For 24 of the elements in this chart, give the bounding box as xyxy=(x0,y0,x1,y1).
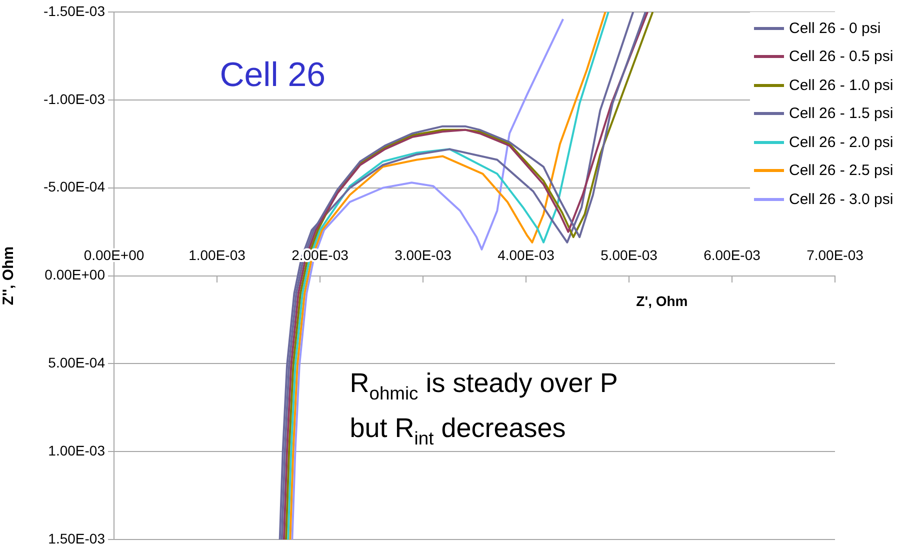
x-tick-label: 3.00E-03 xyxy=(394,247,452,264)
text: Cell 26 xyxy=(220,56,326,94)
x-tick-label: 0.00E+00 xyxy=(84,247,144,264)
y-axis-title: Z'', Ohm xyxy=(0,246,18,306)
y-tick-label: 0.00E+00 xyxy=(44,266,106,283)
y-tick-label: -1.00E-03 xyxy=(44,90,106,107)
legend-label: Cell 26 - 2.0 psi xyxy=(789,134,894,151)
legend-label: Cell 26 - 0 psi xyxy=(789,20,881,37)
y-tick-label: -1.50E-03 xyxy=(44,2,106,19)
x-tick-label: 5.00E-03 xyxy=(600,247,658,264)
legend-label: Cell 26 - 2.5 psi xyxy=(789,162,894,180)
x-tick-label: 6.00E-03 xyxy=(704,247,761,264)
x-axis-title: Z', Ohm xyxy=(636,292,688,309)
x-tick-label: 4.00E-03 xyxy=(498,247,555,264)
legend-label: Cell 26 - 1.5 psi xyxy=(789,105,894,122)
legend-label: Cell 26 - 1.0 psi xyxy=(789,76,894,94)
y-tick-label: 5.00E-04 xyxy=(48,354,106,371)
x-tick-label: 1.00E-03 xyxy=(188,247,246,264)
legend-label: Cell 26 - 3.0 psi xyxy=(789,190,894,208)
x-tick-label: 7.00E-03 xyxy=(806,247,864,264)
y-tick-label: -5.00E-04 xyxy=(44,178,106,195)
legend-label: Cell 26 - 0.5 psi xyxy=(789,48,894,66)
y-tick-label: 1.50E-03 xyxy=(48,530,106,546)
y-tick-label: 1.00E-03 xyxy=(48,442,106,459)
